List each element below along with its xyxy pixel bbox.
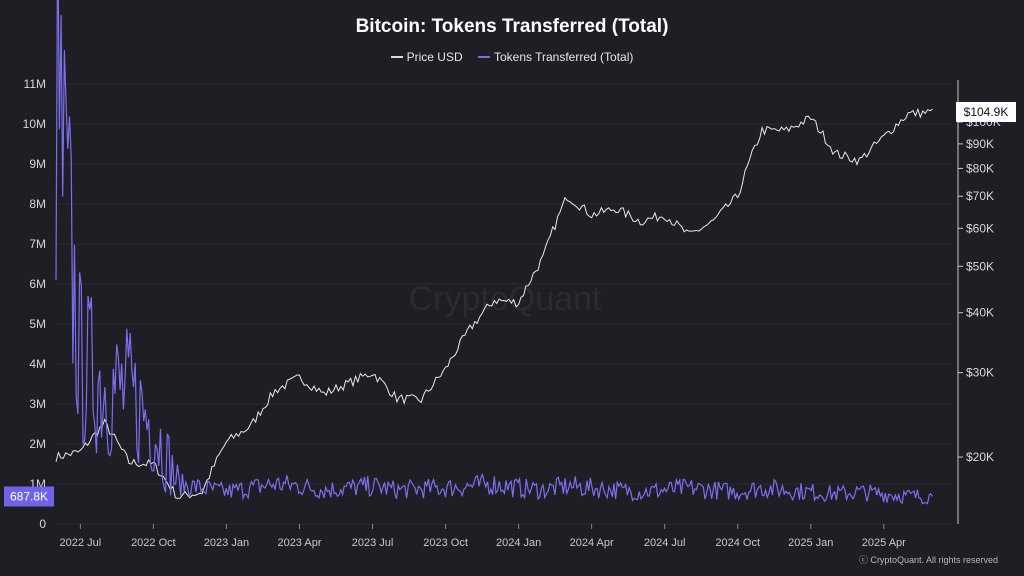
y-left-tick-label: 5M (29, 317, 46, 331)
y-left-tick-label: 4M (29, 357, 46, 371)
x-tick-label: 2025 Jan (788, 537, 833, 549)
y-left-tick-label: 6M (29, 277, 46, 291)
x-tick-label: 2024 Apr (570, 537, 614, 549)
x-tick-label: 2022 Jul (60, 537, 102, 549)
y-right-tick-label: $40K (966, 306, 994, 320)
y-left-tick-label: 10M (23, 117, 46, 131)
price-last-value-label: $104.9K (964, 105, 1009, 119)
x-tick-label: 2022 Oct (131, 537, 176, 549)
y-right-tick-label: $70K (966, 189, 994, 203)
x-tick-label: 2024 Oct (715, 537, 760, 549)
tokens-last-value-box (4, 486, 54, 507)
series-line-price (55, 107, 933, 499)
x-tick-label: 2023 Oct (423, 537, 468, 549)
y-left-tick-label: 0 (39, 517, 46, 531)
legend-item-price[interactable]: Price USD (390, 50, 463, 64)
legend-swatch-tokens (477, 55, 490, 58)
y-right-tick-label: $60K (966, 221, 994, 235)
y-right-tick-label: $30K (966, 366, 994, 380)
y-right-tick-label: $20K (966, 450, 994, 464)
y-left-tick-label: 2M (29, 437, 46, 451)
chart-title: Bitcoin: Tokens Transferred (Total) (355, 16, 669, 37)
y-left-tick-label: 8M (29, 197, 46, 211)
price-last-value-box (956, 101, 1016, 122)
y-left-tick-label: 9M (29, 157, 46, 171)
y-left-tick-label: 7M (29, 237, 46, 251)
watermark: CryptoQuant (409, 280, 602, 318)
tokens-last-value-label: 687.8K (10, 489, 48, 503)
x-tick-label: 2023 Jan (204, 537, 249, 549)
x-tick-label: 2023 Apr (277, 537, 321, 549)
x-tick-label: 2025 Apr (862, 537, 906, 549)
chart-legend: Price USD Tokens Transferred (Total) (0, 50, 1024, 64)
x-tick-label: 2023 Jul (352, 537, 394, 549)
y-right-tick-label: $90K (966, 137, 994, 151)
y-right-tick-label: $80K (966, 161, 994, 175)
y-left-tick-label: 3M (29, 397, 46, 411)
x-tick-label: 2024 Jan (496, 537, 541, 549)
series-line-tokens (55, 0, 934, 505)
legend-swatch-price (390, 55, 403, 58)
y-right-tick-label: $50K (966, 259, 994, 273)
copyright-footer: ⓒ CryptoQuant. All rights reserved (858, 555, 998, 565)
legend-label-price: Price USD (406, 50, 463, 64)
legend-label-tokens: Tokens Transferred (Total) (493, 50, 634, 64)
legend-item-tokens[interactable]: Tokens Transferred (Total) (477, 50, 634, 64)
x-tick-label: 2024 Jul (644, 537, 686, 549)
y-left-tick-label: 11M (24, 77, 46, 91)
